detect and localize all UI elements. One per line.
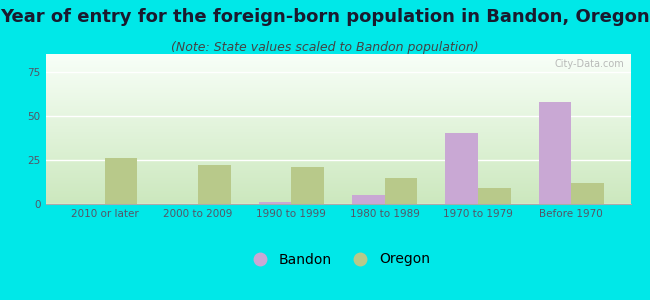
Bar	[291, 167, 324, 204]
Bar	[478, 188, 511, 204]
Bar	[539, 102, 571, 204]
Bar	[352, 195, 385, 204]
Text: (Note: State values scaled to Bandon population): (Note: State values scaled to Bandon pop…	[171, 40, 479, 53]
Bar	[198, 165, 231, 204]
Text: City-Data.com: City-Data.com	[555, 58, 625, 68]
Bar	[385, 178, 417, 204]
Bar	[571, 183, 604, 204]
Bar	[445, 134, 478, 204]
Text: Year of entry for the foreign-born population in Bandon, Oregon: Year of entry for the foreign-born popul…	[0, 8, 650, 26]
Bar	[105, 158, 137, 204]
Bar	[259, 202, 291, 204]
Legend: Bandon, Oregon: Bandon, Oregon	[240, 247, 436, 272]
